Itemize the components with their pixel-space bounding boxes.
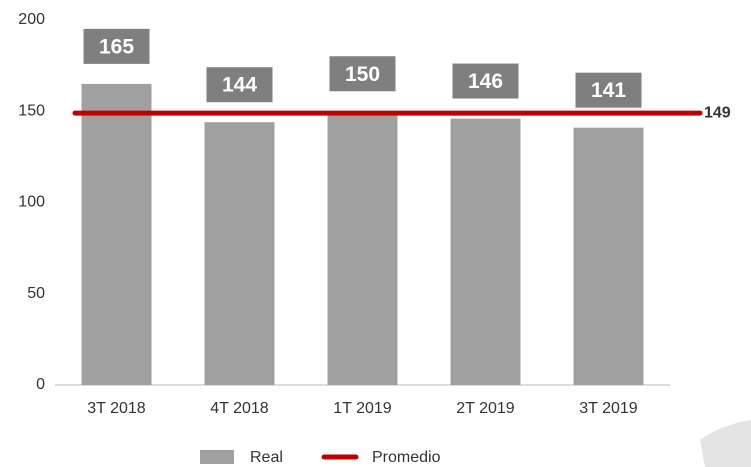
value-label-box — [452, 63, 519, 99]
bar — [81, 83, 152, 385]
y-tick-label: 200 — [18, 11, 45, 28]
bar — [573, 127, 644, 386]
y-tick-label: 150 — [18, 102, 45, 119]
value-label-box — [206, 67, 273, 103]
average-label: 149 — [704, 104, 731, 121]
y-tick-label: 0 — [36, 376, 45, 393]
x-tick-label: 3T 2018 — [87, 400, 146, 417]
value-label: 165 — [99, 35, 134, 58]
y-tick-label: 100 — [18, 194, 45, 211]
legend-swatch — [200, 450, 234, 464]
value-label: 144 — [222, 74, 257, 97]
y-tick-label: 50 — [27, 285, 45, 302]
value-label-box — [329, 56, 396, 92]
value-label: 146 — [468, 70, 503, 93]
bar — [327, 111, 398, 385]
value-label-box — [83, 28, 150, 64]
x-tick-label: 1T 2019 — [333, 400, 392, 417]
legend-label: Promedio — [372, 449, 441, 466]
value-label: 150 — [345, 63, 380, 86]
value-label: 141 — [591, 79, 626, 102]
value-label-box — [575, 72, 642, 108]
decoration — [700, 420, 751, 467]
x-tick-label: 2T 2019 — [456, 400, 515, 417]
bar — [204, 122, 275, 385]
x-tick-label: 4T 2018 — [210, 400, 269, 417]
x-tick-label: 3T 2019 — [579, 400, 638, 417]
legend-label: Real — [250, 449, 283, 466]
bar — [450, 118, 521, 386]
